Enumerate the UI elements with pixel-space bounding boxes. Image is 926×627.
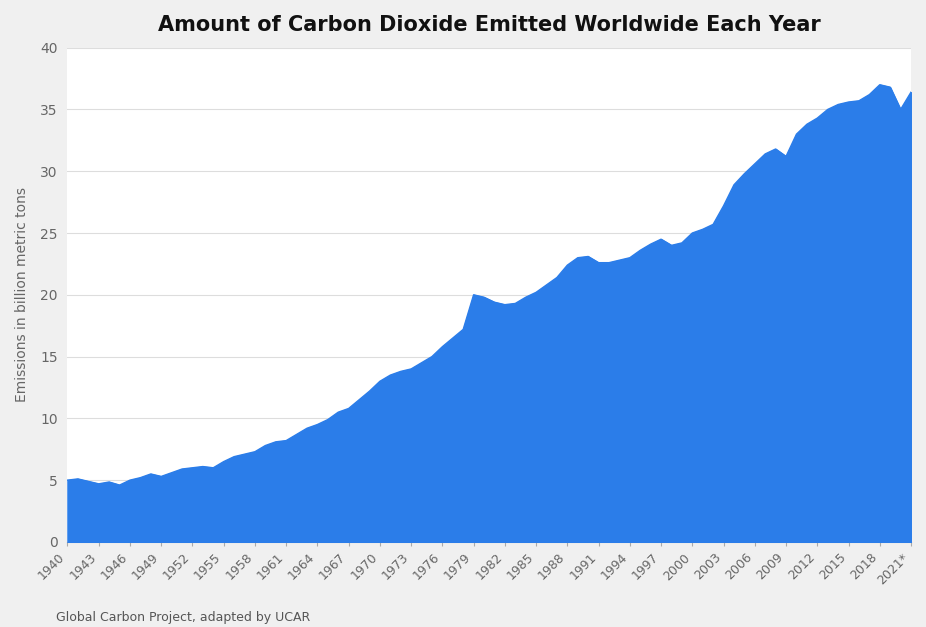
- Title: Amount of Carbon Dioxide Emitted Worldwide Each Year: Amount of Carbon Dioxide Emitted Worldwi…: [157, 15, 820, 35]
- Y-axis label: Emissions in billion metric tons: Emissions in billion metric tons: [15, 187, 29, 403]
- Text: Global Carbon Project, adapted by UCAR: Global Carbon Project, adapted by UCAR: [56, 611, 310, 624]
